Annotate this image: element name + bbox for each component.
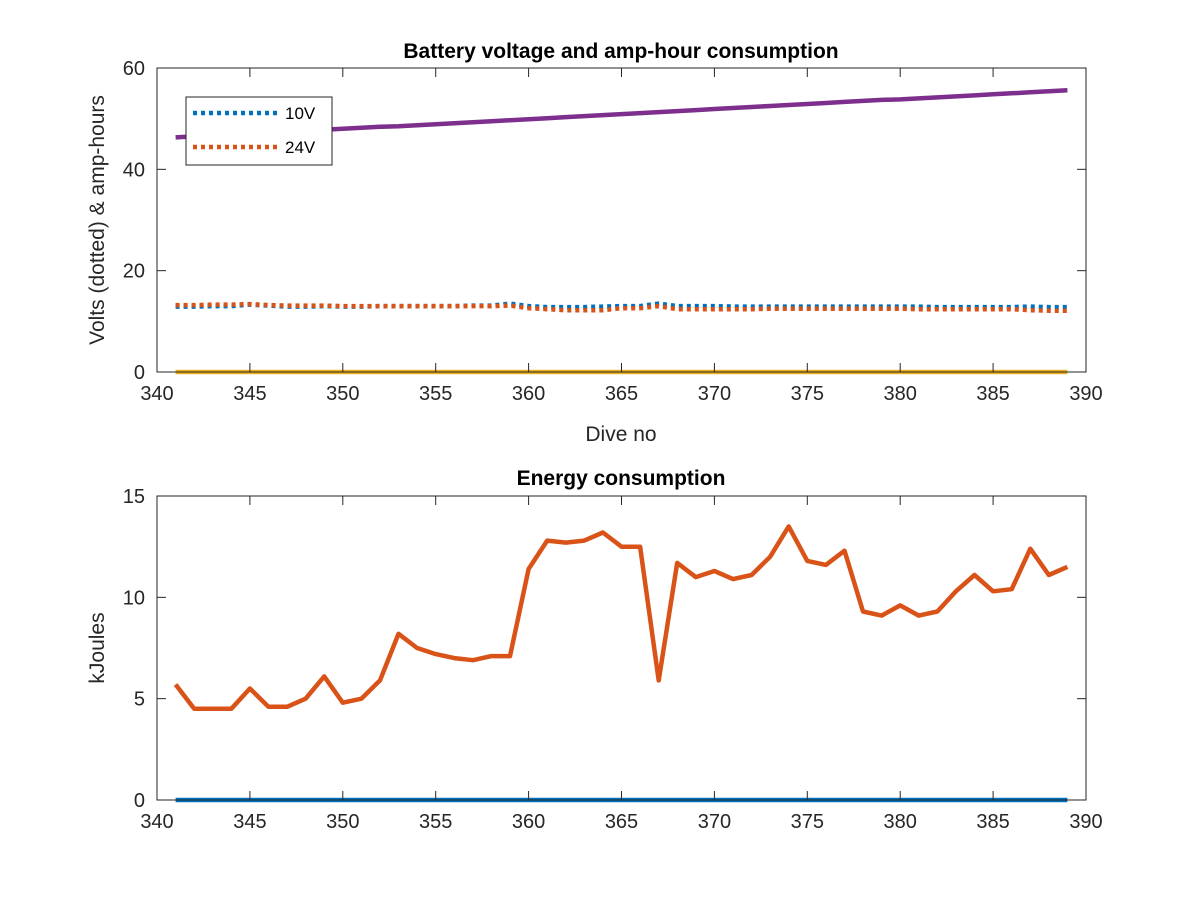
energy-x-tick-label: 360 (512, 811, 545, 833)
energy-y-tick-label: 15 (123, 486, 145, 508)
voltage-x-tick-label: 340 (140, 383, 173, 405)
voltage-x-tick-label: 350 (326, 383, 359, 405)
voltage-x-tick-label: 385 (976, 383, 1009, 405)
voltage-x-axis-label: Dive no (585, 423, 656, 446)
voltage-ticks-layer: 340 345 350 355 360 365 370 375 380 385 390 0 20 40 60 (123, 58, 1103, 405)
voltage-y-tick-label: 60 (123, 58, 145, 80)
voltage-x-tick-label: 375 (791, 383, 824, 405)
voltage-y-tick-label: 0 (134, 362, 145, 384)
energy-y-tick-label: 10 (123, 587, 145, 609)
energy-x-tick-label: 380 (884, 811, 917, 833)
voltage-x-tick-label: 390 (1069, 383, 1102, 405)
energy-x-tick-label: 385 (976, 811, 1009, 833)
energy-x-tick-label: 370 (698, 811, 731, 833)
energy-axes-box (156, 495, 1087, 801)
legend-label-10v: 10V (285, 104, 316, 123)
energy-x-tick-label: 375 (791, 811, 824, 833)
voltage-legend: 10V 24V (185, 96, 333, 166)
voltage-y-tick-label: 20 (123, 261, 145, 283)
legend-box (185, 96, 333, 166)
voltage-x-tick-label: 355 (419, 383, 452, 405)
voltage-x-tick-label: 365 (605, 383, 638, 405)
energy-x-tick-label: 390 (1069, 811, 1102, 833)
energy-x-tick-label: 350 (326, 811, 359, 833)
energy-x-tick-label: 345 (233, 811, 266, 833)
energy-plot-area (157, 496, 1086, 800)
energy-y-tick-label: 0 (134, 790, 145, 812)
energy-x-tick-label: 365 (605, 811, 638, 833)
voltage-y-axis-label: Volts (dotted) & amp-hours (86, 95, 109, 345)
voltage-x-tick-label: 370 (698, 383, 731, 405)
energy-x-tick-label: 355 (419, 811, 452, 833)
voltage-x-tick-label: 360 (512, 383, 545, 405)
voltage-chart: 340 345 350 355 360 365 370 375 380 385 390 0 20 40 60… (86, 40, 1103, 446)
energy-chart-title: Energy consumption (517, 467, 726, 490)
voltage-x-tick-label: 345 (233, 383, 266, 405)
energy-y-axis-label: kJoules (86, 612, 109, 683)
energy-y-tick-label: 5 (134, 689, 145, 711)
legend-label-24v: 24V (285, 138, 316, 157)
voltage-axes-box (156, 67, 1087, 373)
energy-x-tick-label: 340 (140, 811, 173, 833)
voltage-x-tick-label: 380 (884, 383, 917, 405)
voltage-y-tick-label: 40 (123, 159, 145, 181)
energy-chart: 340 345 350 355 360 365 370 375 380 385 390051015 … (86, 467, 1103, 833)
energy-series-line-0 (173, 524, 1069, 712)
voltage-chart-title: Battery voltage and amp-hour consumption (403, 40, 838, 63)
voltage-series-line-10v (175, 301, 1068, 310)
